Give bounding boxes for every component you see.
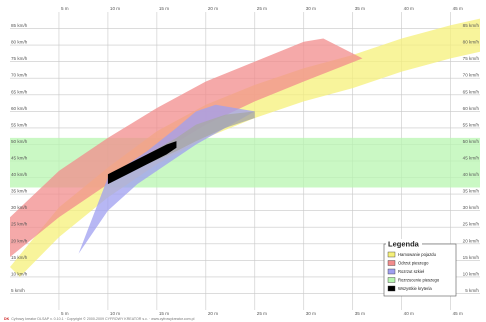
- band-odrzut-pieszego: [10, 38, 363, 258]
- x-tick-label-top: 10 m: [110, 6, 120, 11]
- y-tick-label-left: 30 km/h: [11, 205, 28, 210]
- x-tick-label-bottom: 20 m: [208, 311, 218, 316]
- x-tick-label-top: 40 m: [404, 6, 414, 11]
- legend: Legenda Hamowanie pojazdu Odrzut pieszego R…: [383, 239, 457, 297]
- y-tick-label-left: 60 km/h: [11, 106, 28, 111]
- y-tick-label-right: 20 km/h: [463, 238, 480, 243]
- y-tick-label-left: 10 km/h: [11, 271, 28, 276]
- legend-label: Odrzut pieszego: [398, 261, 429, 266]
- y-tick-label-right: 25 km/h: [463, 222, 480, 227]
- x-tick-label-top: 15 m: [159, 6, 169, 11]
- x-tick-label-bottom: 5 m: [61, 311, 69, 316]
- x-tick-label-top: 45 m: [453, 6, 463, 11]
- y-tick-label-right: 40 km/h: [463, 172, 480, 177]
- y-tick-label-left: 5 km/h: [11, 288, 25, 293]
- y-tick-label-right: 75 km/h: [463, 56, 480, 61]
- x-tick-label-bottom: 45 m: [453, 311, 463, 316]
- y-tick-label-left: 20 km/h: [11, 238, 28, 243]
- y-tick-label-right: 65 km/h: [463, 89, 480, 94]
- y-tick-label-right: 45 km/h: [463, 156, 480, 161]
- y-tick-label-left: 65 km/h: [11, 89, 28, 94]
- footer-logo: DK: [4, 317, 10, 321]
- legend-label: Rozrzut szkieł: [398, 269, 424, 274]
- legend-swatch: [387, 268, 396, 275]
- y-tick-label-left: 40 km/h: [11, 172, 28, 177]
- y-tick-label-left: 80 km/h: [11, 40, 28, 45]
- x-tick-label-bottom: 30 m: [306, 311, 316, 316]
- y-tick-label-right: 80 km/h: [463, 40, 480, 45]
- y-tick-label-right: 5 km/h: [465, 288, 479, 293]
- tick-labels: 5 m 5 m 10 m 10 m 15 m 15 m 20 m 20 m 25 m 25 m 30…: [11, 6, 479, 316]
- x-tick-label-bottom: 15 m: [159, 311, 169, 316]
- x-tick-label-top: 5 m: [61, 6, 69, 11]
- legend-label: Hamowanie pojazdu: [398, 252, 437, 257]
- footer: DK Cyfrowy kreator DLSAP v. 0.10.1 · Copy…: [4, 317, 194, 321]
- band-overlap-grey: [147, 111, 255, 165]
- legend-swatch: [387, 260, 396, 266]
- x-tick-label-top: 25 m: [257, 6, 267, 11]
- x-tick-label-bottom: 25 m: [257, 311, 267, 316]
- y-tick-label-left: 70 km/h: [11, 73, 28, 78]
- data-bands: [10, 18, 480, 277]
- y-tick-label-right: 55 km/h: [463, 122, 480, 127]
- x-tick-label-top: 30 m: [306, 6, 316, 11]
- y-tick-label-right: 10 km/h: [463, 271, 480, 276]
- y-tick-label-left: 25 km/h: [11, 222, 28, 227]
- y-tick-label-right: 60 km/h: [463, 106, 480, 111]
- x-tick-label-bottom: 10 m: [110, 311, 120, 316]
- y-tick-label-right: 35 km/h: [463, 189, 480, 194]
- footer-text: Cyfrowy kreator DLSAP v. 0.10.1 · Copyri…: [11, 317, 195, 321]
- y-tick-label-left: 75 km/h: [11, 56, 28, 61]
- y-tick-label-left: 85 km/h: [11, 23, 28, 28]
- x-tick-label-top: 35 m: [355, 6, 365, 11]
- legend-swatch: [387, 251, 396, 258]
- legend-box: [383, 243, 457, 297]
- legend-label: Rozrzucenie pieszego: [398, 278, 440, 283]
- y-tick-label-left: 55 km/h: [11, 122, 28, 127]
- legend-title-bg: [386, 239, 422, 247]
- legend-swatch: [387, 277, 396, 283]
- y-tick-label-right: 70 km/h: [463, 73, 480, 78]
- y-tick-label-right: 50 km/h: [463, 139, 480, 144]
- y-tick-label-right: 85 km/h: [463, 23, 480, 28]
- y-tick-label-left: 35 km/h: [11, 189, 28, 194]
- x-tick-label-bottom: 35 m: [355, 311, 365, 316]
- y-tick-label-right: 30 km/h: [463, 205, 480, 210]
- y-tick-label-right: 15 km/h: [463, 255, 480, 260]
- x-tick-label-bottom: 40 m: [404, 311, 414, 316]
- y-tick-label-left: 50 km/h: [11, 139, 28, 144]
- band-wszystkie-kryteria: [107, 141, 177, 185]
- legend-label: Wszystkie kryteria: [398, 286, 432, 291]
- legend-swatch: [387, 285, 396, 292]
- legend-title: Legenda: [388, 240, 420, 249]
- x-tick-label-top: 20 m: [208, 6, 218, 11]
- band-hamowanie-pojazdu: [10, 18, 480, 277]
- y-tick-label-left: 15 km/h: [11, 255, 28, 260]
- y-tick-label-left: 45 km/h: [11, 156, 28, 161]
